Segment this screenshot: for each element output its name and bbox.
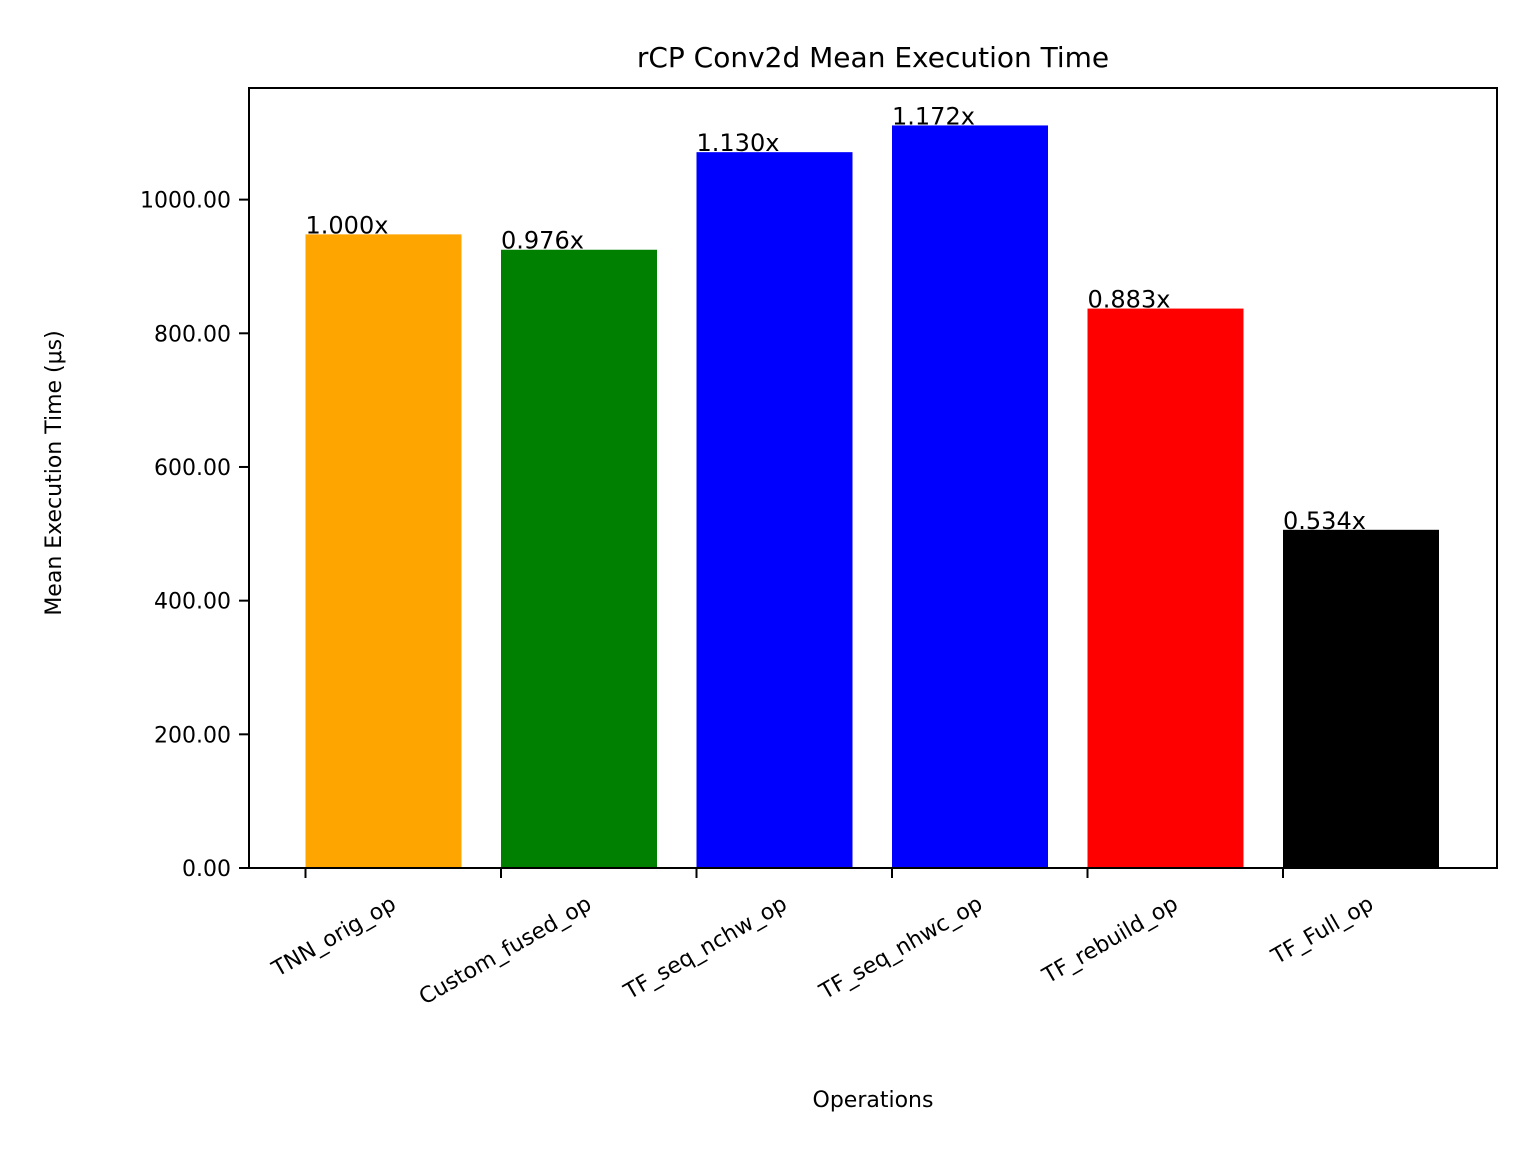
bar-value-label: 1.130x: [697, 129, 780, 157]
bar-TF_rebuild_op: [1087, 308, 1244, 868]
bar-labels-layer: 1.000x 0.976x 1.130x 1.172x 0.883x 0.534x: [306, 102, 1366, 534]
bar-value-label: 0.976x: [501, 227, 584, 255]
bar-TNN_orig_op: [305, 234, 462, 869]
chart-title: rCP Conv2d Mean Execution Time: [637, 41, 1109, 74]
y-tick-label: 200.00: [154, 723, 231, 748]
y-axis-ticks: 0.00 200.00 400.00 600.00 800.00 1000.00: [140, 189, 249, 882]
y-tick-label: 1000.00: [140, 189, 231, 214]
bars-layer: [305, 125, 1439, 869]
plot-frame: [248, 87, 1498, 869]
bar-TF_Full_op: [1283, 529, 1439, 868]
bar-value-label: 0.883x: [1088, 286, 1171, 314]
bar-TF_seq_nhwc_op: [892, 125, 1048, 868]
bar-value-label: 1.000x: [306, 211, 389, 239]
x-axis-label: Operations: [813, 1088, 934, 1113]
y-tick-label: 0.00: [182, 857, 231, 882]
y-tick-label: 400.00: [154, 590, 231, 615]
y-axis-label: Mean Execution Time (μs): [42, 330, 67, 615]
y-tick-label: 800.00: [154, 322, 231, 347]
bar-value-label: 1.172x: [892, 102, 975, 130]
bar-Custom_fused_op: [501, 249, 657, 869]
bar-value-label: 0.534x: [1283, 507, 1366, 535]
bar-TF_seq_nchw_op: [696, 152, 853, 868]
y-tick-label: 600.00: [154, 456, 231, 481]
